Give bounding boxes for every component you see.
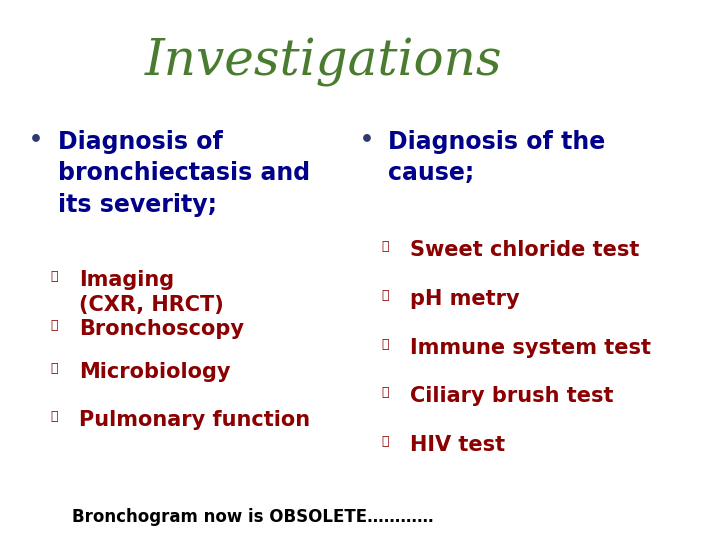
Text: 🌹: 🌹 (381, 386, 389, 399)
Text: 🌹: 🌹 (50, 270, 58, 283)
Text: 🌹: 🌹 (50, 362, 58, 375)
Text: HIV test: HIV test (410, 435, 505, 455)
Text: Immune system test: Immune system test (410, 338, 651, 357)
Text: Bronchogram now is OBSOLETE…………: Bronchogram now is OBSOLETE………… (72, 508, 433, 525)
Text: Pulmonary function: Pulmonary function (79, 410, 310, 430)
Text: 🌹: 🌹 (381, 338, 389, 350)
Text: Ciliary brush test: Ciliary brush test (410, 386, 613, 406)
Text: Imaging
(CXR, HRCT): Imaging (CXR, HRCT) (79, 270, 224, 315)
Text: Bronchoscopy: Bronchoscopy (79, 319, 244, 339)
Text: 🌹: 🌹 (50, 410, 58, 423)
Text: Sweet chloride test: Sweet chloride test (410, 240, 639, 260)
Text: 🌹: 🌹 (381, 289, 389, 302)
Text: ⚫: ⚫ (29, 130, 42, 147)
Text: ⚫: ⚫ (359, 130, 374, 147)
Text: 🌹: 🌹 (50, 319, 58, 332)
Text: 🌹: 🌹 (381, 240, 389, 253)
Text: Diagnosis of the
cause;: Diagnosis of the cause; (388, 130, 606, 185)
Text: Microbiology: Microbiology (79, 362, 230, 382)
Text: Investigations: Investigations (145, 38, 503, 87)
Text: 🌹: 🌹 (381, 435, 389, 448)
Text: pH metry: pH metry (410, 289, 519, 309)
Text: Diagnosis of
bronchiectasis and
its severity;: Diagnosis of bronchiectasis and its seve… (58, 130, 310, 217)
